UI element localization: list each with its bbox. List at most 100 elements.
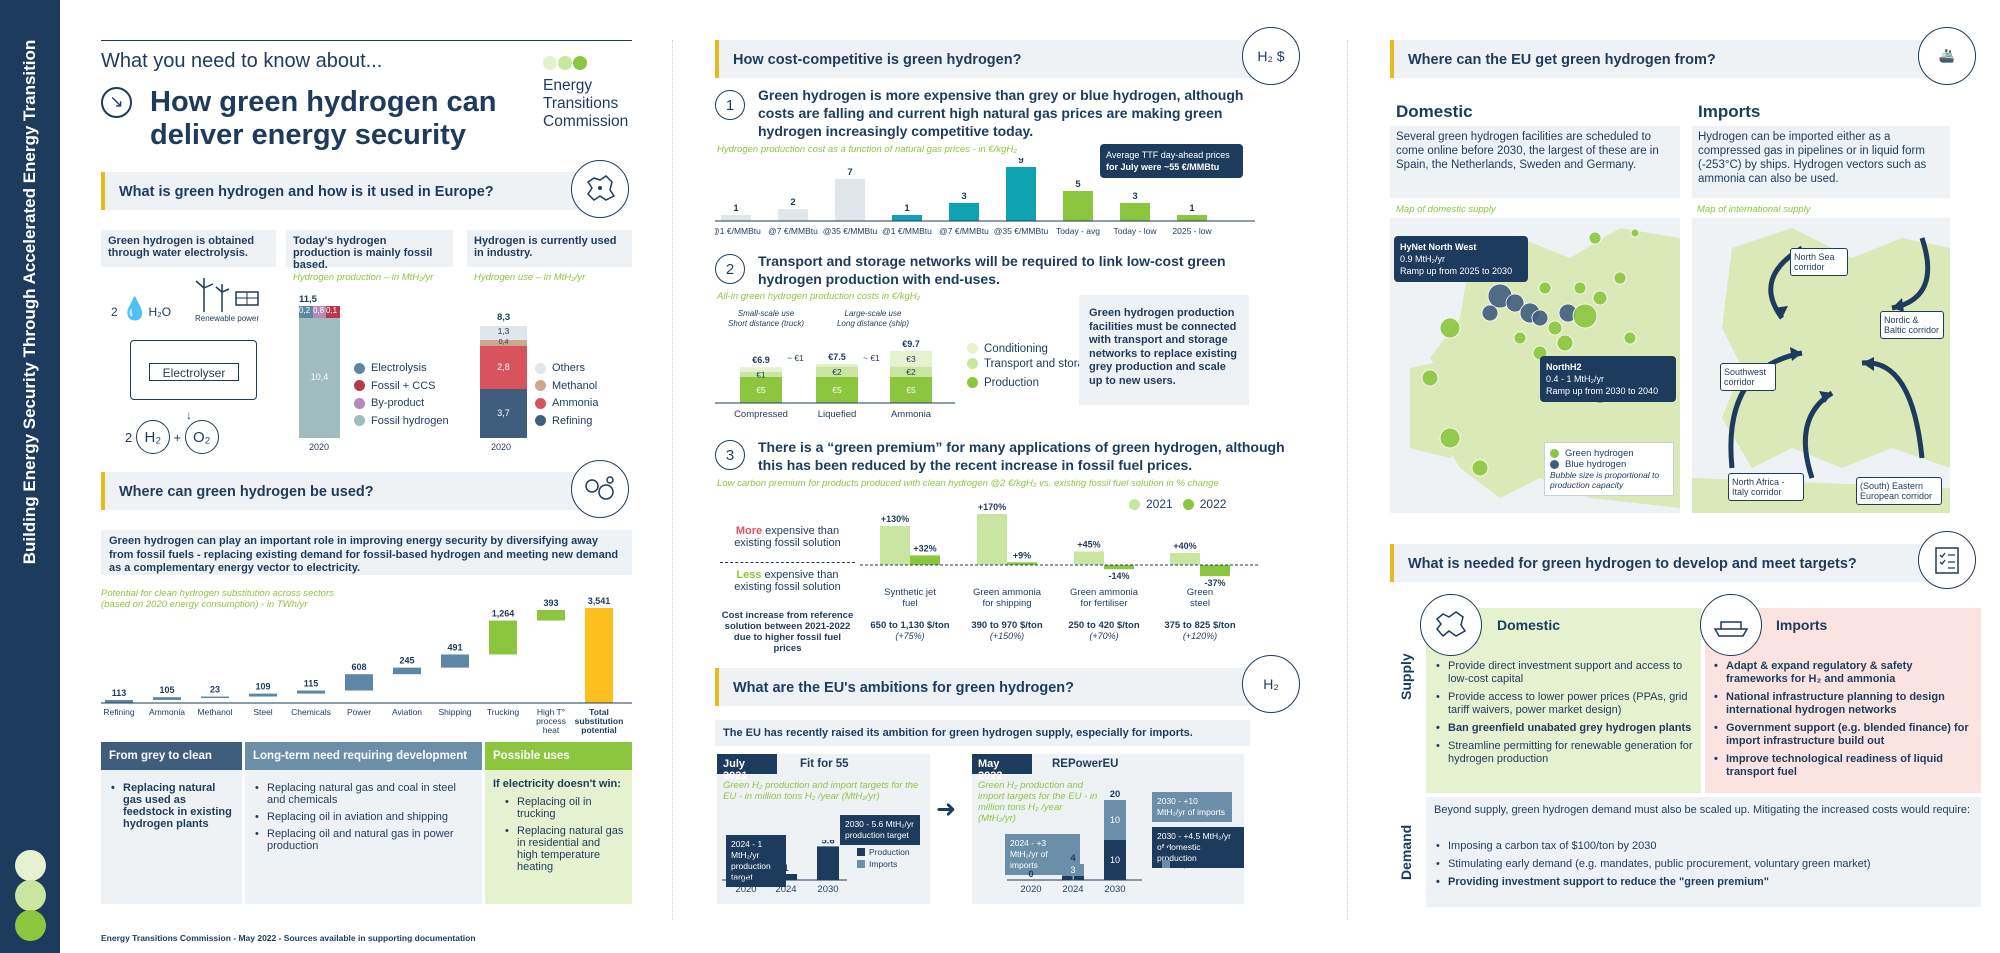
cost-segment	[890, 366, 932, 377]
value-label: 4	[1070, 853, 1076, 864]
segment-label: €5	[832, 385, 842, 395]
chart-subtitle: Hydrogen use – in MtH₂/yr	[474, 272, 586, 283]
legend-swatch	[857, 860, 865, 868]
imports-actions: Adapt & expand regulatory & safety frame…	[1712, 660, 1974, 784]
northh2-callout: NorthH2 0.4 - 1 MtH₂/yr Ramp up from 2030 …	[1540, 356, 1676, 402]
cost-segment	[816, 364, 858, 367]
segment-label: €1	[756, 369, 766, 379]
step-title: Transport and storage networks will be r…	[758, 253, 1226, 287]
bar-total: 11,5	[299, 294, 317, 305]
decor-dot	[15, 850, 46, 881]
bar-segment: 0,2	[299, 306, 313, 318]
blue-hydrogen-bubble	[1505, 293, 1525, 313]
intro-text: The EU has recently raised its ambition …	[715, 720, 1250, 746]
category-label: @7 €/MMBtu	[768, 226, 818, 236]
step-number: 1	[715, 90, 745, 120]
ttf-callout: Average TTF day-ahead prices for July wer…	[1100, 144, 1243, 178]
waterfall-bar	[249, 693, 277, 697]
domestic-panel: Domestic Several green hydrogen faciliti…	[1390, 98, 1680, 198]
pct-label: (+75%)	[895, 631, 924, 641]
legend-swatch	[1162, 860, 1170, 868]
category-label: Today - avg	[1056, 226, 1100, 236]
category-label: Refining	[103, 707, 134, 717]
value-label: 1	[1189, 203, 1195, 214]
value-label: 5.6	[821, 840, 834, 846]
card-possible-uses: Possible uses If electricity doesn't win…	[485, 742, 632, 904]
green-hydrogen-bubble	[1572, 303, 1598, 329]
waterfall-bar	[537, 610, 565, 621]
section-header: What is needed for green hydrogen to dev…	[1390, 544, 1930, 582]
segment-label: €3	[906, 354, 916, 364]
intro-text: Green hydrogen can play an important rol…	[101, 530, 632, 575]
panel-title: REPowerEU	[1052, 758, 1119, 770]
decor-dot	[15, 910, 46, 941]
category-label: Ammonia	[891, 409, 932, 420]
target-segment	[1062, 864, 1084, 876]
target-callout: 2030 - 5.6 MtH₂/yr production target	[840, 815, 920, 845]
product-label: steel	[1190, 598, 1210, 609]
value-label: +45%	[1077, 540, 1100, 550]
cost-bar	[721, 215, 751, 221]
arrow-icon: ↘	[101, 87, 132, 118]
legend: Electrolysis Fossil + CCS By-product Fos…	[354, 360, 449, 430]
total-label: €9.7	[902, 339, 920, 349]
green-hydrogen-bubble	[1421, 369, 1439, 387]
cost-increase-label: Cost increase from reference solution be…	[721, 610, 854, 654]
year-label: 2020	[735, 884, 756, 895]
panel-title: Fit for 55	[800, 758, 849, 770]
etc-logo: Energy Transitions Commission	[543, 56, 628, 131]
segment-label: 3	[1070, 865, 1075, 875]
value-label: 608	[351, 662, 366, 672]
value-label: 1	[783, 863, 789, 874]
price-label: 375 to 825 $/ton	[1164, 620, 1235, 631]
premium-bar	[1074, 551, 1104, 565]
sidebar: Building Energy Security Through Acceler…	[0, 0, 60, 953]
green-hydrogen-bubble	[1439, 427, 1461, 449]
legend: 2021 2022	[1129, 497, 1226, 511]
bar-segment: 0,4	[480, 339, 527, 346]
blue-hydrogen-bubble	[1481, 304, 1499, 322]
value-label: 0	[1028, 869, 1033, 880]
year-label: 2024	[1062, 884, 1083, 895]
legend-swatch	[1162, 848, 1170, 856]
section-header: What is green hydrogen and how is it use…	[101, 172, 591, 210]
waterfall-bar	[345, 674, 373, 691]
value-label: +130%	[881, 514, 909, 524]
less-label: Less expensive than existing fossil solu…	[734, 569, 841, 593]
target-bar	[775, 874, 797, 880]
target-callout: 2030 - +4.5 MtH₂/yr of domestic producti…	[1152, 827, 1244, 868]
product-label: fuel	[902, 598, 917, 609]
corridor-label: North Africa - Italy corridor	[1728, 473, 1804, 501]
value-label: 393	[543, 598, 558, 608]
fit-for-55-chart: 0 2020 1 2024 5.6 2030 Production Imports	[722, 840, 910, 895]
pct-label: (+70%)	[1089, 631, 1118, 641]
category-label: Today - low	[1114, 226, 1158, 236]
category-label: @1 €/MMBtu	[715, 226, 761, 236]
all-in-cost-chart: €5 €1 €6.9 Compressed €5 €2 €7.5 Liquefied €5 €2 €…	[715, 339, 955, 420]
ship-icon: 🚢	[1918, 27, 1976, 85]
price-label: 250 to 420 $/ton	[1068, 620, 1139, 631]
bar-segment: 0,8	[313, 306, 326, 318]
demand-intro: Beyond supply, green hydrogen demand mus…	[1434, 804, 1971, 816]
cost-bar	[892, 215, 922, 221]
value-label: 7	[847, 167, 852, 178]
corridor-label: (South) Eastern European corridor	[1856, 477, 1942, 505]
segment-label: €2	[832, 367, 842, 377]
year-label: 2020	[491, 442, 512, 452]
value-label: 3	[961, 191, 966, 202]
chart-subtitle: Potential for clean hydrogen substitutio…	[101, 588, 334, 610]
waterfall-bar	[201, 696, 229, 699]
value-label: 109	[255, 682, 270, 692]
info-box: Today's hydrogen production is mainly fo…	[286, 230, 453, 271]
value-label: 1	[904, 203, 910, 214]
europe-map-icon	[571, 160, 629, 218]
premium-bar	[1007, 562, 1037, 565]
ship-icon	[1700, 594, 1762, 656]
product-label: Green ammonia	[973, 587, 1042, 598]
legend-label: Production	[869, 847, 910, 857]
h2o-label: 2 💧H₂O	[111, 296, 172, 321]
chart-subtitle: Hydrogen production cost as a function o…	[717, 144, 1017, 155]
step-number: 2	[715, 254, 745, 284]
substitution-waterfall-chart: 113 Refining 105 Ammonia 23 Methanol 109 Steel 1…	[101, 596, 632, 735]
value-label: 1,264	[492, 609, 515, 619]
